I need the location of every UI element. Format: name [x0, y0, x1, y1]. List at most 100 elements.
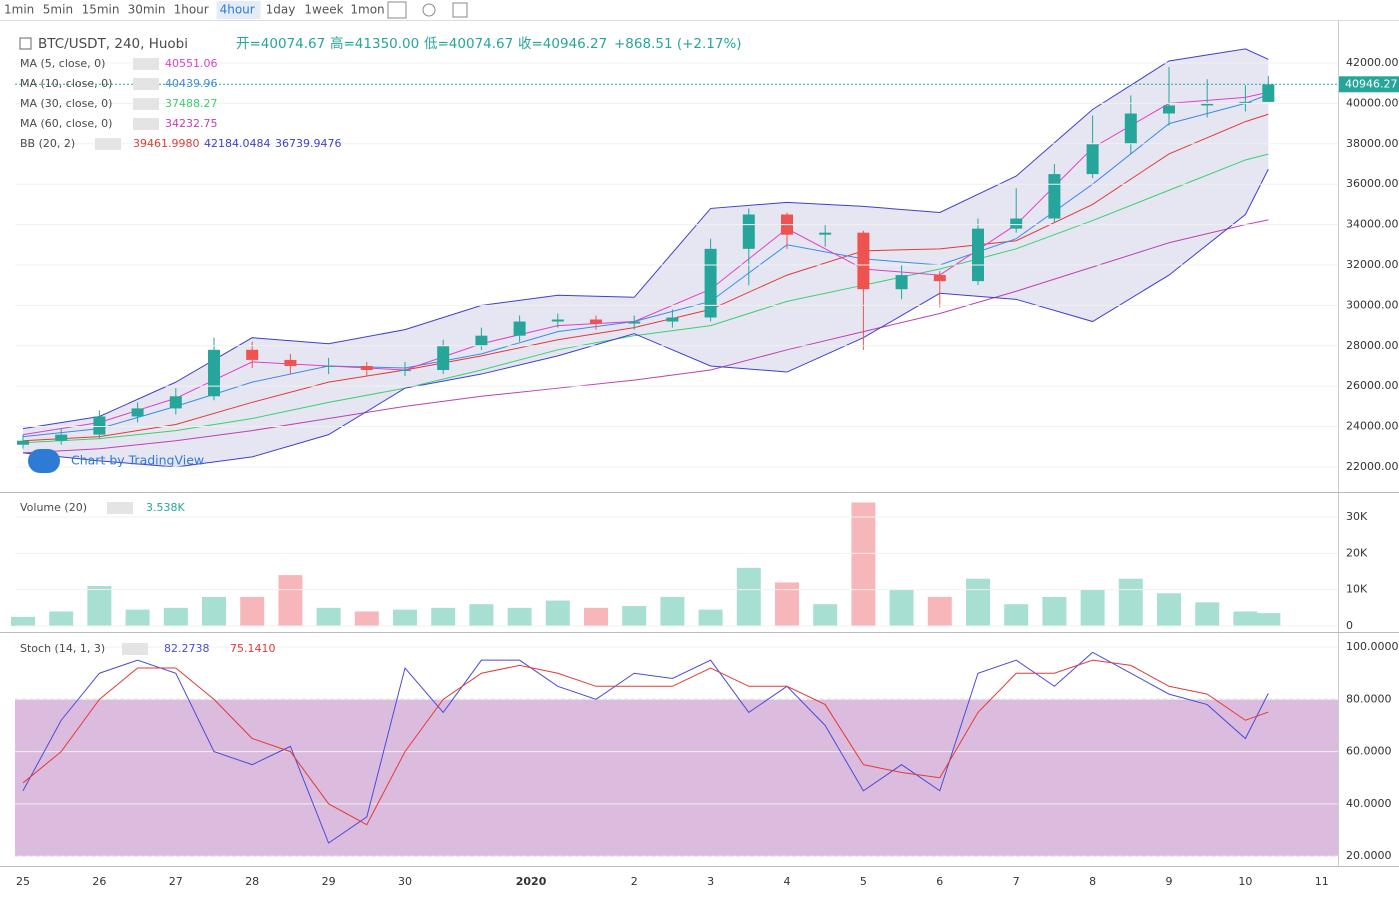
legend-icons[interactable]	[95, 138, 121, 150]
x-tick-label: 28	[245, 875, 259, 888]
volume-bar	[49, 611, 74, 627]
candle-body	[666, 317, 679, 322]
volume-bar	[202, 596, 226, 627]
y-tick-label: 32000.00	[1346, 258, 1399, 271]
interval[interactable]: 1week	[304, 3, 343, 17]
candle-body	[169, 396, 182, 409]
interval[interactable]: 30min	[128, 3, 166, 17]
legend-value: 34232.75	[165, 117, 218, 130]
candle-body	[1163, 105, 1175, 114]
y-tick-label: 60.0000	[1346, 745, 1392, 758]
legend-icons[interactable]	[133, 58, 159, 70]
collapse-icon[interactable]	[19, 37, 32, 50]
indicator-line	[22, 153, 1269, 444]
volume-bar	[354, 611, 379, 627]
y-tick-label: 30000.00	[1346, 298, 1399, 311]
legend-value: 3.538K	[146, 501, 185, 514]
x-tick-label: 10	[1238, 875, 1252, 888]
candle-body	[131, 408, 144, 417]
volume-bar	[1256, 613, 1281, 627]
y-tick-label: 40.0000	[1346, 797, 1392, 810]
volume-bar	[1118, 578, 1143, 627]
stoch-band	[15, 699, 1338, 857]
indicator-icon[interactable]	[387, 1, 407, 19]
volume-bar	[698, 609, 723, 627]
watermark[interactable]: Chart by TradingView	[71, 453, 204, 468]
candle-body	[1201, 103, 1214, 106]
volume-bar	[507, 607, 532, 627]
volume-bar	[775, 582, 799, 627]
interval[interactable]: 1day	[266, 3, 296, 17]
symbol: BTC/USDT, 240, Huobi	[38, 36, 188, 52]
legend-icons[interactable]	[133, 78, 159, 90]
y-tick-label: 40000.00	[1346, 96, 1399, 109]
interval[interactable]: 5min	[43, 3, 73, 17]
indicator-line	[22, 219, 1269, 454]
volume-bar	[622, 606, 647, 627]
volume-bar	[889, 589, 914, 627]
interval[interactable]: 4hour	[220, 3, 255, 17]
volume-bar	[1195, 602, 1220, 627]
candle-body	[1048, 174, 1061, 219]
candle-body	[628, 321, 641, 324]
x-tick-label: 4	[784, 875, 791, 888]
legend-value: 75.1410	[230, 642, 276, 655]
open: 开=40074.67	[236, 36, 325, 52]
volume-bar	[545, 600, 570, 627]
interval[interactable]: 1min	[4, 3, 34, 17]
interval[interactable]: 15min	[82, 3, 120, 17]
x-tick-label: 3	[707, 875, 714, 888]
x-tick-label: 30	[398, 875, 412, 888]
change: +868.51 (+2.17%)	[614, 36, 742, 52]
candle-body	[933, 275, 946, 282]
candle-body	[1124, 113, 1137, 144]
legend-value: 42184.0484	[204, 137, 270, 150]
y-tick-label: 10K	[1346, 583, 1368, 596]
last-price: 40946.27	[1345, 77, 1398, 90]
legend-icons[interactable]	[133, 98, 159, 110]
y-tick-label: 26000.00	[1346, 379, 1399, 392]
volume-bar	[927, 596, 952, 627]
legend-value: 40439.96	[165, 77, 218, 90]
x-tick-label: 25	[16, 875, 30, 888]
x-tick-label: 11	[1315, 875, 1329, 888]
candle-body	[972, 228, 984, 282]
legend-icons[interactable]	[122, 643, 148, 655]
volume-bar	[1042, 596, 1067, 627]
stoch-line	[22, 651, 1269, 844]
legend-value: 82.2738	[164, 642, 210, 655]
toolbar	[0, 0, 1399, 20]
high: 高=41350.00	[330, 35, 419, 52]
volume-bar	[813, 604, 838, 627]
candle-body	[17, 440, 29, 445]
screenshot-icon[interactable]	[452, 2, 468, 18]
volume-bar	[431, 607, 456, 627]
interval[interactable]: 1hour	[174, 3, 209, 17]
x-tick-label: 5	[860, 875, 867, 888]
candle-body	[437, 345, 450, 371]
x-tick-label: 26	[92, 875, 106, 888]
candle-body	[551, 319, 564, 322]
candle-body	[399, 370, 411, 372]
volume-bar	[1233, 611, 1258, 627]
tv-logo	[28, 449, 60, 473]
x-tick-label: 7	[1013, 875, 1020, 888]
legend-icons[interactable]	[107, 502, 133, 514]
y-tick-label: 38000.00	[1346, 137, 1399, 150]
x-tick-label: 2	[631, 875, 638, 888]
interval[interactable]: 1mon	[350, 3, 384, 17]
volume-bar	[966, 578, 990, 627]
x-tick-label: 6	[936, 875, 943, 888]
candle-body	[208, 349, 220, 397]
candle-body	[55, 434, 68, 441]
settings-icon[interactable]	[422, 3, 436, 17]
volume-bar	[11, 616, 35, 627]
candle-body	[1262, 84, 1275, 102]
legend-name: MA (10, close, 0)	[20, 77, 112, 90]
indicator-line	[22, 169, 1269, 468]
candle-body	[513, 321, 526, 336]
toolbar-icons[interactable]	[387, 1, 468, 19]
y-tick-label: 28000.00	[1346, 339, 1399, 352]
legend-icons[interactable]	[133, 118, 159, 130]
stoch-line	[22, 659, 1269, 826]
